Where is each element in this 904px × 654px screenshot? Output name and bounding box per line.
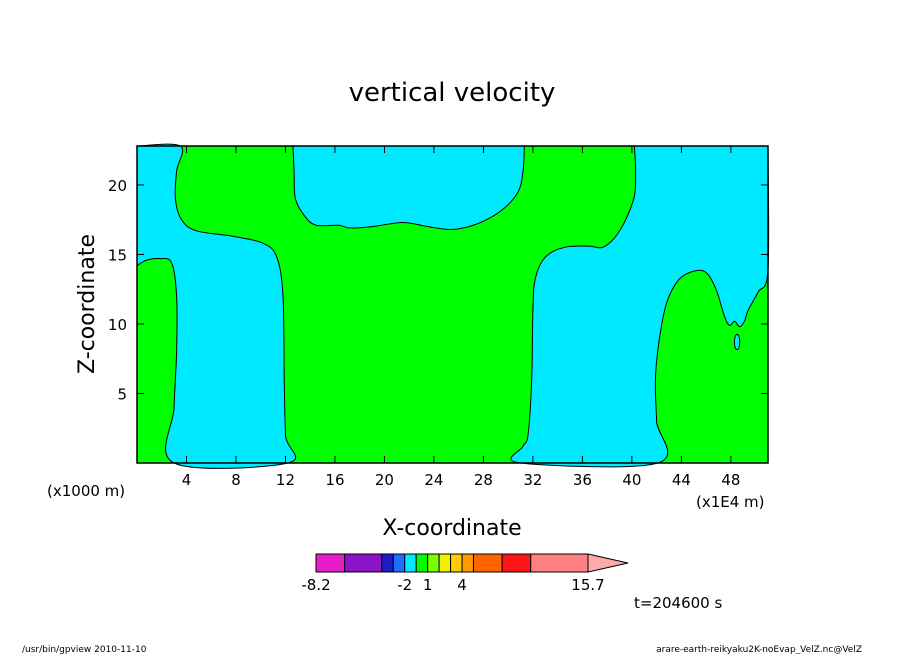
x-tick-label: 40 [622, 471, 641, 489]
x-tick-label: 44 [672, 471, 691, 489]
colorbar-bin-2 [344, 553, 383, 573]
x-tick-label: 28 [474, 471, 493, 489]
colorbar-label: 15.7 [571, 576, 604, 594]
colorbar [315, 553, 629, 573]
y-ticks: 5 10 15 20 [108, 177, 768, 403]
colorbar-label: 1 [423, 576, 433, 594]
colorbar-bin-7 [427, 553, 440, 573]
contour-region-2 [292, 145, 525, 230]
colorbar-bin-12 [501, 553, 532, 573]
x-tick-label: 12 [276, 471, 295, 489]
chart-title: vertical velocity [349, 78, 556, 108]
footer-right: arare-earth-reikyaku2K-noEvap_VelZ.nc@Ve… [656, 645, 862, 654]
colorbar-bin-4 [392, 553, 406, 573]
contour-regions [136, 143, 770, 469]
colorbar-bin-1 [315, 553, 346, 573]
x-unit-label: (x1000 m) [47, 482, 125, 500]
y-axis-label: Z-coordinate [75, 234, 100, 374]
x-tick-label: 32 [523, 471, 542, 489]
x-tick-label: 36 [573, 471, 592, 489]
colorbar-bin-13 [530, 553, 589, 573]
plot-frame [136, 145, 769, 464]
colorbar-bin-8 [438, 553, 452, 573]
colorbar-arrow [587, 553, 629, 573]
y-tick-label: 5 [117, 385, 127, 403]
contour-region-1 [136, 143, 296, 469]
colorbar-bin-10 [461, 553, 474, 573]
x-axis-label: X-coordinate [382, 516, 521, 541]
x-tick-label: 48 [721, 471, 740, 489]
x-tick-label: 16 [325, 471, 344, 489]
colorbar-bin-5 [404, 553, 417, 573]
x-tick-label: 20 [375, 471, 394, 489]
x-tick-label: 24 [424, 471, 443, 489]
colorbar-label: -8.2 [301, 576, 330, 594]
x-tick-label: 4 [182, 471, 192, 489]
colorbar-label: 4 [457, 576, 467, 594]
x-tick-label: 8 [231, 471, 241, 489]
colorbar-bin-11 [472, 553, 503, 573]
colorbar-labels: -8.2 -2 1 4 15.7 [301, 576, 604, 594]
y-tick-label: 10 [108, 316, 127, 334]
x-ticks: 4 8 12 16 20 24 28 32 36 40 44 48 [182, 146, 740, 489]
footer-left: /usr/bin/gpview 2010-11-10 [22, 645, 147, 654]
y-tick-label: 20 [108, 177, 127, 195]
colorbar-bin-6 [415, 553, 429, 573]
time-label: t=204600 s [634, 594, 722, 612]
y-tick-label: 15 [108, 246, 127, 264]
contour-region-3 [510, 145, 770, 468]
y-unit-label: (x1E4 m) [696, 493, 765, 511]
contour-blob-1 [733, 333, 741, 351]
colorbar-bin-3 [381, 553, 394, 573]
colorbar-bin-9 [450, 553, 463, 573]
colorbar-label: -2 [397, 576, 412, 594]
